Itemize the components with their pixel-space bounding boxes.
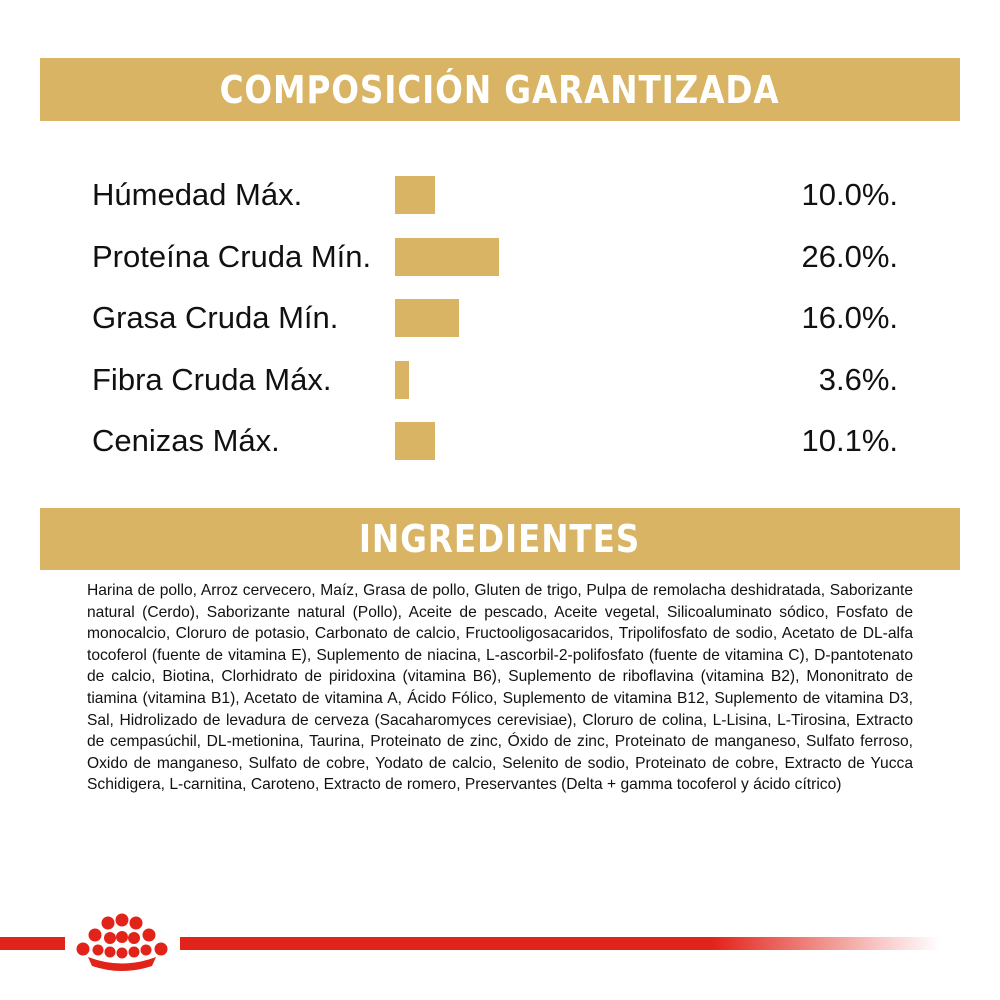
composition-row-fibra: Fibra Cruda Máx. 3.6%.: [0, 360, 1000, 400]
composition-banner: COMPOSICIÓN GARANTIZADA: [40, 58, 960, 121]
composition-row-humedad: Húmedad Máx. 10.0%.: [0, 175, 1000, 215]
row-bar: [395, 176, 435, 214]
brand-line-right: [180, 937, 940, 950]
composition-table: Húmedad Máx. 10.0%. Proteína Cruda Mín. …: [0, 175, 1000, 461]
composition-row-cenizas: Cenizas Máx. 10.1%.: [0, 421, 1000, 461]
composition-row-grasa: Grasa Cruda Mín. 16.0%.: [0, 298, 1000, 338]
row-value: 26.0%.: [801, 239, 898, 274]
composition-title: COMPOSICIÓN GARANTIZADA: [220, 67, 780, 112]
row-bar: [395, 422, 436, 460]
row-value: 16.0%.: [801, 300, 898, 335]
row-value: 10.0%.: [801, 177, 898, 212]
ingredients-title: INGREDIENTES: [359, 517, 641, 561]
row-value: 10.1%.: [801, 423, 898, 458]
row-bar: [395, 238, 499, 276]
row-bar: [395, 299, 459, 337]
row-label: Proteína Cruda Mín.: [92, 239, 372, 274]
ingredients-banner: INGREDIENTES: [40, 508, 960, 570]
crown-icon: [76, 913, 168, 971]
row-bar: [395, 361, 410, 399]
row-label: Grasa Cruda Mín.: [92, 300, 339, 335]
ingredients-text: Harina de pollo, Arroz cervecero, Maíz, …: [87, 582, 913, 794]
row-value: 3.6%.: [818, 362, 898, 397]
row-label: Húmedad Máx.: [92, 177, 303, 212]
composition-row-proteina: Proteína Cruda Mín. 26.0%.: [0, 237, 1000, 277]
brand-line-left: [0, 937, 65, 950]
row-label: Cenizas Máx.: [92, 423, 280, 458]
row-label: Fibra Cruda Máx.: [92, 362, 332, 397]
